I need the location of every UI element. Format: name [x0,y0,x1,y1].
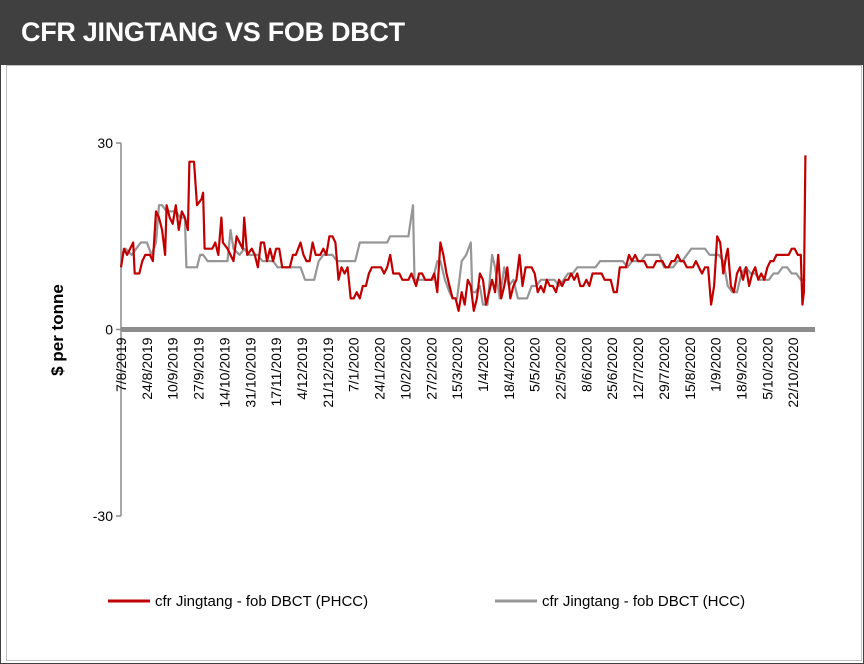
legend-label-hcc: cfr Jingtang - fob DBCT (HCC) [542,593,745,610]
x-tick-label: 22/5/2020 [553,337,569,399]
x-tick-label: 1/4/2020 [475,337,491,392]
x-tick-label: 14/10/2019 [216,337,232,407]
x-tick-label: 12/7/2020 [630,337,646,399]
x-tick-label: 10/2/2020 [397,337,413,399]
plot-area [6,65,862,661]
x-tick-label: 7/8/2019 [113,337,129,392]
y-tick-label: 30 [97,135,113,151]
x-tick-label: 25/6/2020 [604,337,620,399]
x-tick-label: 15/8/2020 [682,337,698,399]
x-tick-label: 27/2/2020 [423,337,439,399]
series-line-phcc [119,155,807,312]
series-line-hcc [120,204,806,306]
x-tick-label: 31/10/2019 [242,337,258,407]
x-tick-label: 24/8/2019 [139,337,155,399]
x-tick-label: 1/9/2020 [708,337,724,392]
x-tick-label: 21/12/2019 [320,337,336,407]
x-tick-label: 24/1/2020 [372,337,388,399]
y-tick-label: -30 [93,508,113,524]
x-tick-label: 10/9/2019 [165,337,181,399]
header-bar: CFR JINGTANG VS FOB DBCT [1,1,863,65]
x-tick-label: 7/1/2020 [346,337,362,392]
x-tick-label: 29/7/2020 [656,337,672,399]
x-tick-label: 18/9/2020 [734,337,750,399]
x-tick-label: 5/5/2020 [527,337,543,392]
x-tick-label: 22/10/2020 [785,337,801,407]
legend-label-phcc: cfr Jingtang - fob DBCT (PHCC) [155,593,368,610]
y-tick-label: 0 [105,322,113,338]
x-tick-label: 17/11/2019 [268,337,284,406]
x-tick-label: 8/6/2020 [578,337,594,392]
x-tick-label: 5/10/2020 [759,337,775,399]
y-axis-label: $ per tonne [48,284,67,376]
x-tick-label: 27/9/2019 [191,337,207,399]
x-tick-label: 15/3/2020 [449,337,465,399]
page-title: CFR JINGTANG VS FOB DBCT [21,17,405,47]
x-tick-label: 18/4/2020 [501,337,517,399]
x-tick-label: 4/12/2019 [294,337,310,399]
